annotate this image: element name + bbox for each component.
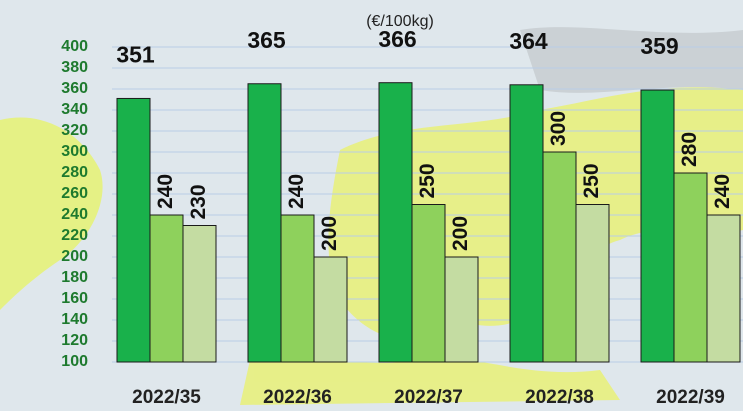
y-tick-label: 200	[61, 248, 88, 265]
y-tick-label: 320	[61, 122, 88, 139]
bar	[313, 256, 348, 363]
y-tick-label: 180	[61, 269, 88, 286]
data-label: 230	[187, 184, 210, 219]
bar	[149, 214, 184, 363]
y-tick-label: 260	[61, 185, 88, 202]
bar	[280, 214, 315, 363]
y-tick-label: 300	[61, 143, 88, 160]
bar	[542, 151, 577, 363]
y-tick-label: 340	[61, 101, 88, 118]
y-tick-label: 140	[61, 311, 88, 328]
y-tick-label: 240	[61, 206, 88, 223]
data-label: 200	[449, 216, 472, 251]
bar	[182, 225, 217, 363]
y-tick-label: 380	[61, 59, 88, 76]
y-tick-label: 280	[61, 164, 88, 181]
bar	[706, 214, 741, 363]
data-label: 366	[378, 26, 416, 52]
y-tick-label: 360	[61, 80, 88, 97]
bar	[575, 204, 610, 363]
y-tick-label: 100	[61, 353, 88, 370]
y-tick-label: 160	[61, 290, 88, 307]
x-tick-label: 2022/37	[394, 387, 463, 408]
bar	[247, 83, 282, 363]
bar	[640, 89, 675, 363]
x-tick-label: 2022/35	[132, 387, 201, 408]
data-label: 250	[416, 163, 439, 198]
x-tick-label: 2022/39	[656, 387, 725, 408]
data-label: 280	[678, 132, 701, 167]
data-label: 351	[116, 42, 155, 68]
data-label: 250	[580, 163, 603, 198]
y-tick-label: 120	[61, 332, 88, 349]
bar	[444, 256, 479, 363]
data-label: 300	[547, 111, 570, 146]
y-tick-label: 220	[61, 227, 88, 244]
bar	[378, 82, 413, 363]
data-label: 240	[285, 174, 308, 209]
data-label: 364	[509, 28, 548, 54]
data-label: 359	[640, 33, 678, 59]
bar	[673, 172, 708, 363]
unit-label: (€/100kg)	[366, 13, 434, 30]
data-label: 240	[711, 174, 734, 209]
x-tick-label: 2022/36	[263, 387, 332, 408]
bar	[411, 204, 446, 363]
data-label: 200	[318, 216, 341, 251]
data-label: 240	[154, 174, 177, 209]
data-label: 365	[247, 27, 286, 53]
y-tick-label: 400	[61, 38, 88, 55]
bar	[116, 97, 151, 363]
bar	[509, 84, 544, 363]
x-tick-label: 2022/38	[525, 387, 594, 408]
